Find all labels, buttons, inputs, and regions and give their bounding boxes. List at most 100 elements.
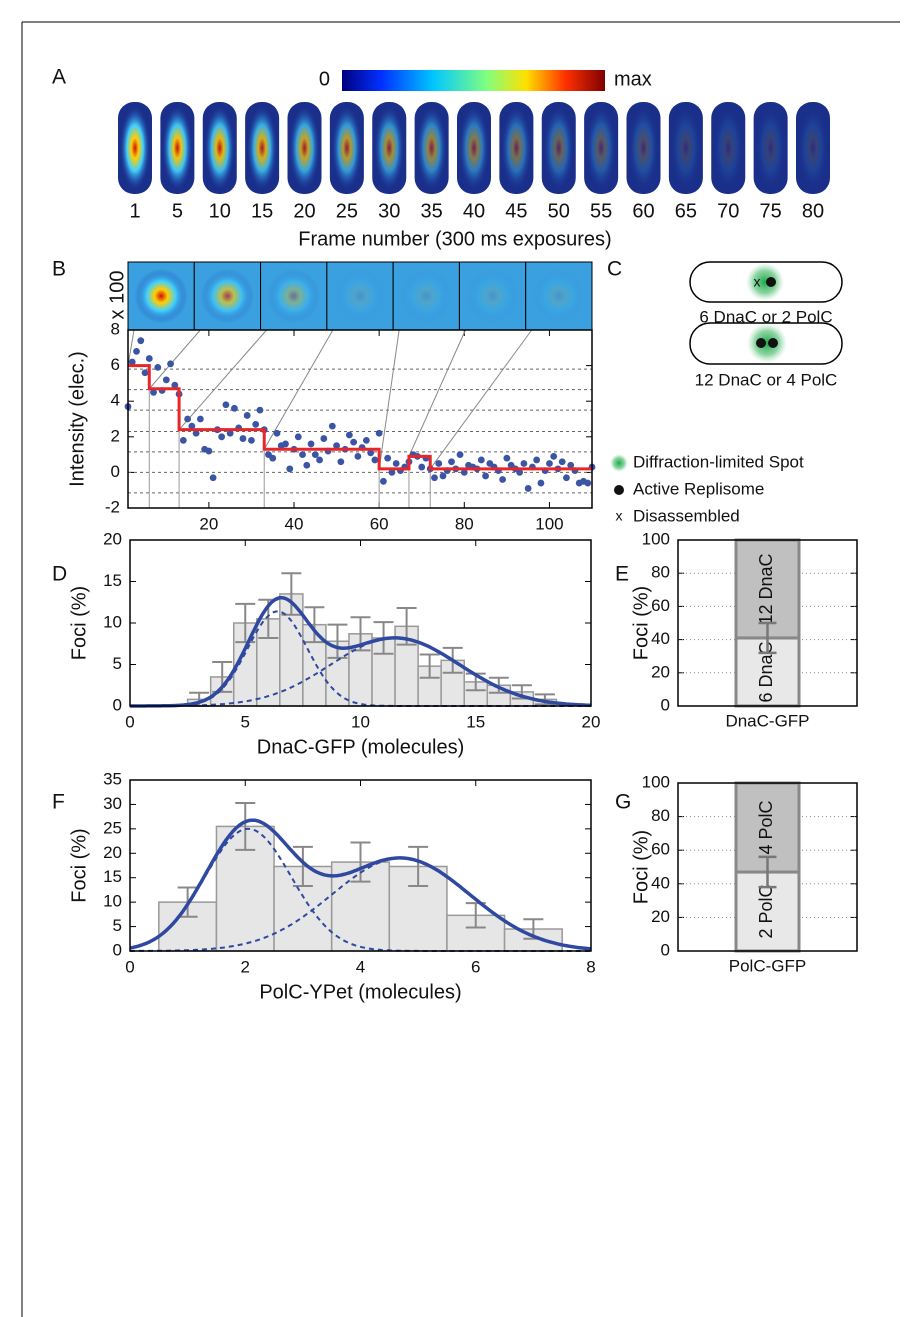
y-tick-label: 5 xyxy=(113,916,122,935)
data-point xyxy=(294,433,302,441)
y-tick-label: 80 xyxy=(651,563,670,582)
spot xyxy=(746,263,784,301)
cell-signal xyxy=(204,106,235,190)
data-point xyxy=(503,454,511,462)
x-tick-label: 0 xyxy=(125,712,134,731)
data-point xyxy=(218,433,226,441)
data-point xyxy=(354,452,362,460)
y-axis-label: Foci (%) xyxy=(68,828,90,902)
cell-signal xyxy=(289,106,320,190)
y-tick-label: 0 xyxy=(111,462,120,481)
segment-label: 2 PolC xyxy=(756,885,776,939)
y-axis-label: Foci (%) xyxy=(630,830,652,904)
data-point xyxy=(384,454,392,462)
data-point xyxy=(303,461,311,469)
replisome xyxy=(766,277,776,287)
data-point xyxy=(567,461,575,469)
cell-signal xyxy=(416,106,447,190)
plot-frame xyxy=(677,539,858,707)
data-point xyxy=(345,431,353,439)
y-tick-label: 15 xyxy=(103,571,122,590)
cell-signal xyxy=(670,106,701,190)
error-bar xyxy=(758,621,777,655)
connector xyxy=(127,329,135,366)
colorbar-label: max xyxy=(614,68,652,90)
error-bar xyxy=(758,855,777,889)
plot-area xyxy=(128,330,592,508)
data-point xyxy=(431,474,438,482)
y-tick-label: 0 xyxy=(661,940,670,959)
panel-label: D xyxy=(52,563,67,586)
x-tick-label: PolC-GFP xyxy=(729,956,806,975)
data-point xyxy=(167,360,174,368)
y-tick-label: 20 xyxy=(103,843,122,862)
fit-component xyxy=(130,857,592,952)
data-point xyxy=(320,435,328,442)
data-point xyxy=(128,358,136,366)
data-point xyxy=(371,456,379,464)
x-tick-label: 6 xyxy=(471,957,480,976)
y-tick-label: 25 xyxy=(103,818,122,837)
error-bar xyxy=(235,602,256,644)
data-point xyxy=(337,458,345,466)
x-tick-label: 20 xyxy=(199,514,218,533)
panel-label: F xyxy=(52,791,65,814)
marker-x: x xyxy=(754,274,761,290)
y-tick-label: 15 xyxy=(103,867,122,886)
colorbar-label: 0 xyxy=(319,68,330,90)
x-tick-label: 40 xyxy=(285,514,304,533)
y-tick-label: 0 xyxy=(661,695,670,714)
x-tick-label: 8 xyxy=(586,957,595,976)
data-point xyxy=(162,376,170,384)
y-tick-label: 0 xyxy=(113,940,122,959)
data-point xyxy=(558,458,566,466)
data-point xyxy=(392,460,400,467)
data-point xyxy=(456,451,464,458)
error-bar xyxy=(235,801,256,851)
data-point xyxy=(273,429,281,437)
legend-label: Diffraction-limited Spot xyxy=(633,452,804,471)
y-tick-label: 60 xyxy=(651,596,670,615)
x-tick-label: 2 xyxy=(241,957,250,976)
y-tick-label: 100 xyxy=(642,772,670,791)
y-tick-label: 6 xyxy=(111,355,120,374)
panel-label: G xyxy=(615,791,631,814)
y-axis-label: Foci (%) xyxy=(68,586,90,660)
y-tick-label: -2 xyxy=(105,497,120,516)
x-tick-label: DnaC-GFP xyxy=(725,711,809,730)
data-point xyxy=(375,429,383,437)
data-point xyxy=(196,415,204,423)
frame-label: 1 xyxy=(129,200,140,222)
x-tick-label: 4 xyxy=(356,957,365,976)
data-point xyxy=(269,454,277,462)
data-point xyxy=(282,440,289,448)
plot-frame xyxy=(127,329,593,509)
data-point xyxy=(231,404,238,412)
cell-signal xyxy=(713,106,744,190)
legend-spot xyxy=(610,454,628,472)
panel-label: E xyxy=(615,563,629,586)
frame-label: 45 xyxy=(505,200,527,222)
cell-signal xyxy=(162,106,193,190)
y-tick-label: 80 xyxy=(651,806,670,825)
data-point xyxy=(256,406,264,414)
x-axis-label: PolC-YPet (molecules) xyxy=(259,981,461,1003)
data-point xyxy=(205,447,213,455)
thumbnail-signal xyxy=(399,268,453,324)
x-tick-label: 60 xyxy=(370,514,389,533)
x-tick-label: 0 xyxy=(125,957,134,976)
connector xyxy=(429,329,533,470)
data-point xyxy=(435,460,443,467)
frame-label: 65 xyxy=(675,200,697,222)
y-tick-label: 8 xyxy=(111,319,120,338)
error-bar xyxy=(408,845,429,888)
thumbnail-signal xyxy=(333,268,387,324)
x-axis-label: DnaC-GFP (molecules) xyxy=(257,736,464,758)
y-tick-label: 40 xyxy=(651,629,670,648)
y-axis-label: Foci (%) xyxy=(630,586,652,660)
frame-label: 15 xyxy=(251,200,273,222)
frame-label: 70 xyxy=(717,200,739,222)
cell-signal xyxy=(798,106,828,190)
data-point xyxy=(520,460,528,467)
